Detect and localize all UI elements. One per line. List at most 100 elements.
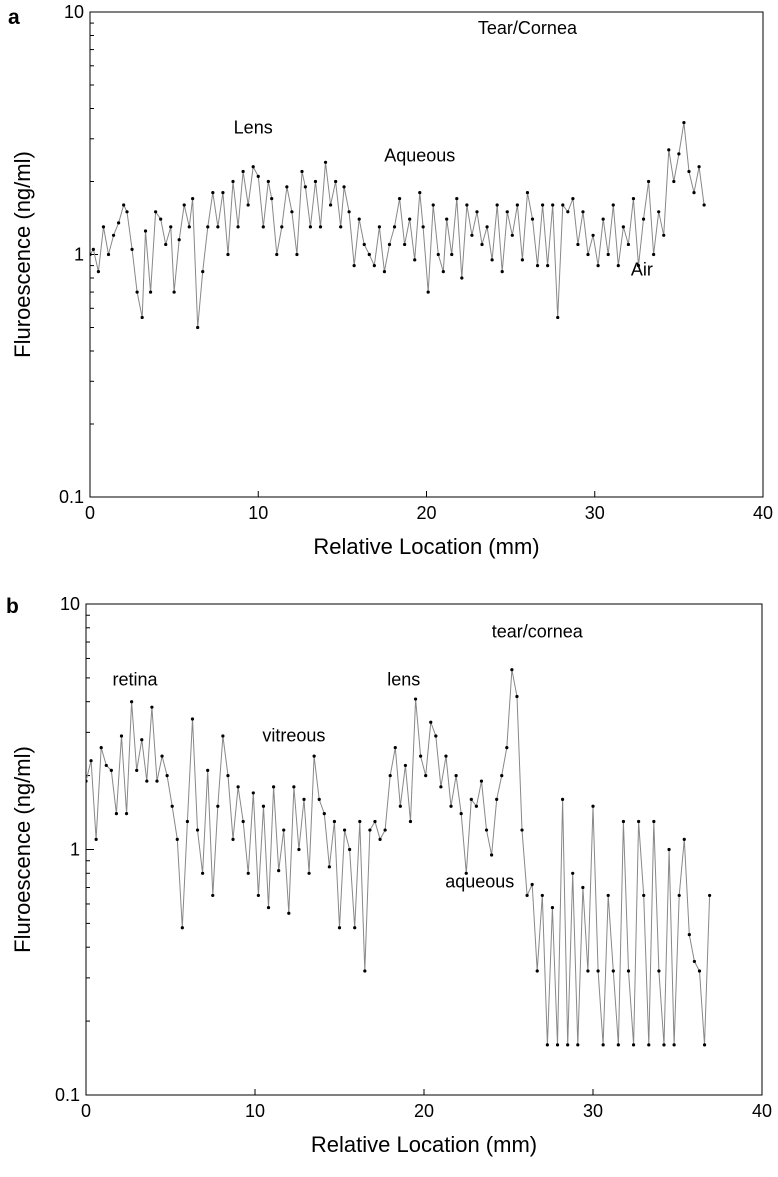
data-point (226, 252, 230, 257)
data-point (515, 694, 519, 699)
data-point (495, 203, 499, 207)
data-point (591, 233, 595, 237)
data-point (500, 773, 504, 778)
data-point (586, 252, 590, 257)
data-point (377, 225, 381, 229)
region-annotation: Aqueous (384, 145, 455, 165)
data-point (545, 1043, 549, 1047)
data-point (317, 797, 321, 801)
data-series (86, 668, 712, 1047)
data-point (241, 169, 245, 174)
data-point (332, 819, 337, 824)
data-point (226, 773, 230, 778)
data-point (490, 853, 494, 857)
data-point (261, 804, 266, 808)
data-point (101, 225, 106, 229)
data-point (434, 734, 438, 738)
data-point (261, 225, 265, 229)
data-point (464, 871, 468, 875)
data-point (586, 969, 590, 973)
data-point (182, 203, 186, 207)
x-tick-label: 10 (248, 503, 268, 523)
data-point (323, 160, 328, 164)
data-point (535, 969, 539, 973)
data-point (221, 190, 225, 195)
y-axis-title: Fluroescence (ng/ml) (10, 746, 35, 953)
x-tick-label: 0 (85, 503, 95, 523)
data-point (606, 252, 610, 257)
data-point (490, 258, 494, 262)
data-point (702, 203, 706, 207)
data-point (403, 242, 407, 247)
data-point (211, 893, 215, 898)
data-point (520, 258, 525, 262)
region-annotation: lens (387, 670, 420, 690)
data-point (702, 1043, 707, 1047)
data-point (114, 812, 119, 816)
data-point (140, 315, 144, 320)
data-point (479, 779, 484, 783)
data-point (530, 882, 534, 887)
data-point (596, 263, 600, 268)
data-point (221, 734, 225, 738)
data-point (672, 1043, 676, 1047)
data-point (185, 819, 189, 824)
series-line (90, 122, 705, 328)
data-point (581, 210, 585, 214)
data-point (436, 252, 440, 257)
x-axis-title: Relative Location (mm) (311, 1132, 537, 1157)
data-point (135, 290, 139, 294)
data-point (510, 233, 514, 237)
data-point (419, 754, 423, 758)
data-point (342, 828, 347, 832)
data-point (388, 773, 392, 778)
data-point (510, 668, 514, 672)
data-point (657, 969, 661, 973)
data-point (647, 1043, 651, 1047)
data-point (621, 225, 625, 229)
data-point (251, 165, 255, 169)
data-point (295, 252, 299, 257)
data-point (429, 720, 433, 724)
data-point (692, 959, 697, 964)
data-point (119, 734, 124, 738)
data-point (347, 210, 351, 214)
data-point (266, 905, 271, 910)
data-point (641, 217, 646, 221)
data-point (445, 217, 449, 221)
data-point (111, 233, 116, 237)
data-point (505, 746, 509, 750)
data-point (421, 225, 425, 229)
data-point (318, 225, 323, 229)
data-point (124, 812, 129, 816)
data-point (180, 926, 184, 930)
data-point (342, 185, 346, 189)
data-point (475, 210, 479, 214)
data-point (135, 768, 139, 772)
data-point (601, 217, 605, 221)
data-point (551, 203, 555, 207)
data-point (231, 837, 235, 841)
data-point (285, 185, 289, 189)
data-point (216, 225, 220, 229)
chart-panel-a: a 0.1 1 10 0 10 20 30 40 Relative Location (mm) Fl… (8, 2, 773, 559)
data-point (327, 865, 331, 869)
data-point (362, 242, 366, 247)
data-point (195, 828, 200, 832)
data-point (170, 804, 174, 808)
data-point (474, 804, 478, 808)
data-point (287, 911, 291, 915)
data-point (322, 812, 326, 816)
data-point (211, 190, 215, 195)
data-point (392, 225, 397, 229)
data-point (408, 819, 413, 824)
data-point (256, 893, 260, 898)
data-point (363, 969, 367, 973)
data-point (470, 233, 474, 237)
data-point (616, 1043, 620, 1047)
data-point (424, 773, 428, 778)
data-point (687, 933, 691, 937)
data-point (408, 217, 412, 221)
data-point (164, 242, 168, 247)
data-point (596, 969, 600, 973)
